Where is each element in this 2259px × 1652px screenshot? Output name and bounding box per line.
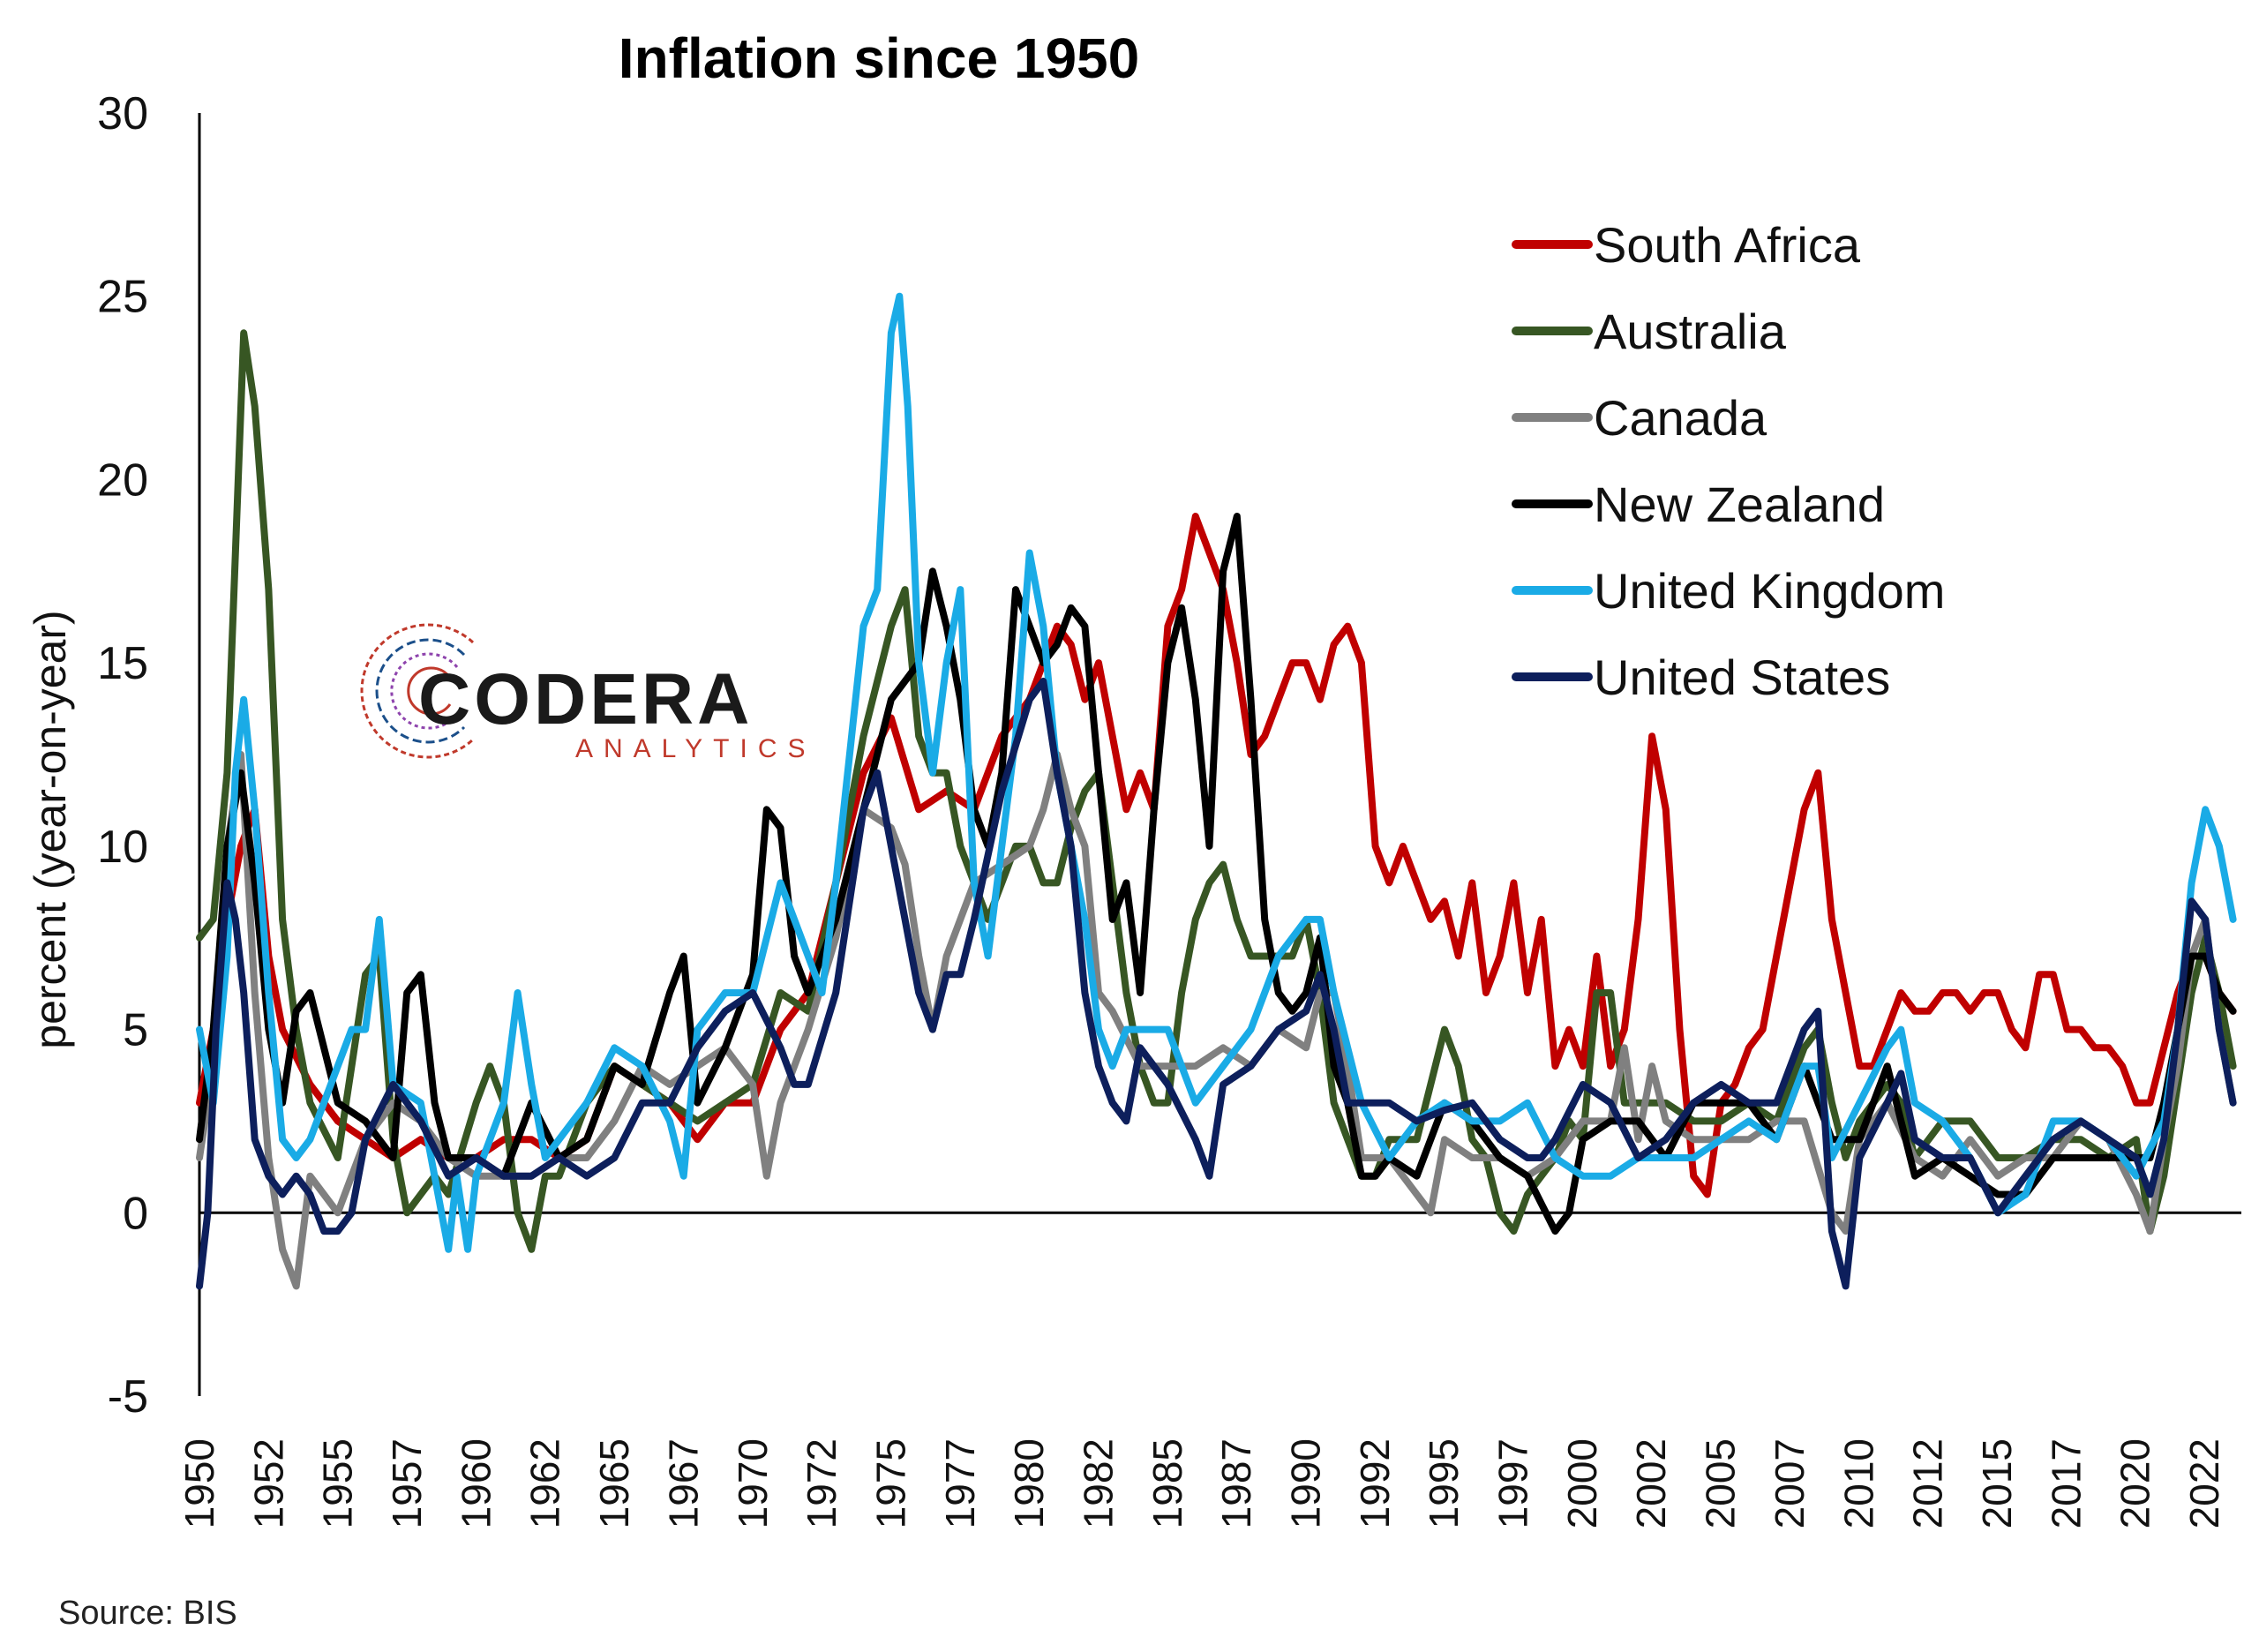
legend-label: South Africa [1594,217,1861,273]
x-tick-label: 2000 [1559,1438,1605,1528]
y-tick-label: 0 [123,1188,148,1239]
x-tick-label: 1992 [1352,1438,1398,1528]
legend-label: New Zealand [1594,477,1885,532]
x-tick-label: 2012 [1905,1438,1951,1528]
series-line-united-states [196,677,2237,1290]
x-tick-label: 2007 [1767,1438,1812,1528]
y-tick-label: -5 [108,1371,148,1423]
series-line-new-zealand [196,513,2237,1235]
x-tick-label: 1967 [660,1438,706,1528]
x-tick-label: 2010 [1835,1438,1881,1528]
x-tick-label: 1977 [937,1438,983,1528]
x-tick-label: 2015 [1974,1438,2020,1528]
series-line-canada [196,751,2237,1290]
legend-label: United States [1594,650,1890,705]
axes: -5 0 5 10 15 20 25 30 1950 1952 1955 1957 1960 1962 19… [97,88,2241,1528]
legend-label: Canada [1594,390,1767,446]
x-tick-label: 1960 [453,1438,499,1528]
x-tick-label: 2002 [1628,1438,1674,1528]
logo-subtitle: ANALYTICS [575,734,816,763]
legend: South Africa Australia Canada New Zealand Un… [1512,217,1945,705]
logo-mark-icon [360,623,475,759]
x-tick-label: 1980 [1006,1438,1052,1528]
x-tick-label: 1995 [1421,1438,1467,1528]
x-tick-label: 1955 [315,1438,361,1528]
x-tick-label: 1952 [245,1438,291,1528]
legend-label: Australia [1594,304,1787,359]
y-tick-label: 15 [97,638,148,689]
chart-title: Inflation since 1950 [619,26,1139,90]
x-tick-label: 1982 [1075,1438,1121,1528]
x-tick-label: 2020 [2113,1438,2158,1528]
y-tick-label: 10 [97,822,148,873]
x-tick-label: 1975 [867,1438,913,1528]
x-tick-label: 1970 [730,1438,776,1528]
x-tick-label: 2017 [2043,1438,2089,1528]
x-tick-label: 1987 [1213,1438,1259,1528]
x-tick-label: 1957 [384,1438,430,1528]
x-tick-label: 1972 [799,1438,844,1528]
x-tick-label: 1990 [1283,1438,1329,1528]
y-axis-label: percent (year-on-year) [26,610,75,1048]
x-tick-label: 2005 [1698,1438,1744,1528]
logo-name: CODERA [418,659,753,740]
x-tick-label: 2022 [2181,1438,2227,1528]
x-tick-label: 1997 [1490,1438,1536,1528]
series-line-australia [196,329,2237,1253]
source-note: Source: BIS [58,1595,237,1632]
legend-label: United Kingdom [1594,563,1945,619]
x-tick-label: 1985 [1145,1438,1190,1528]
y-tick-label: 20 [97,454,148,506]
x-tick-label: 1965 [591,1438,637,1528]
x-tick-label: 1962 [522,1438,568,1528]
codera-logo: CODERA ANALYTICS [360,623,816,763]
series-layer [196,292,2237,1290]
y-tick-label: 25 [97,272,148,323]
y-tick-label: 5 [123,1005,148,1056]
x-tick-label: 1950 [176,1438,222,1528]
y-tick-label: 30 [97,88,148,139]
